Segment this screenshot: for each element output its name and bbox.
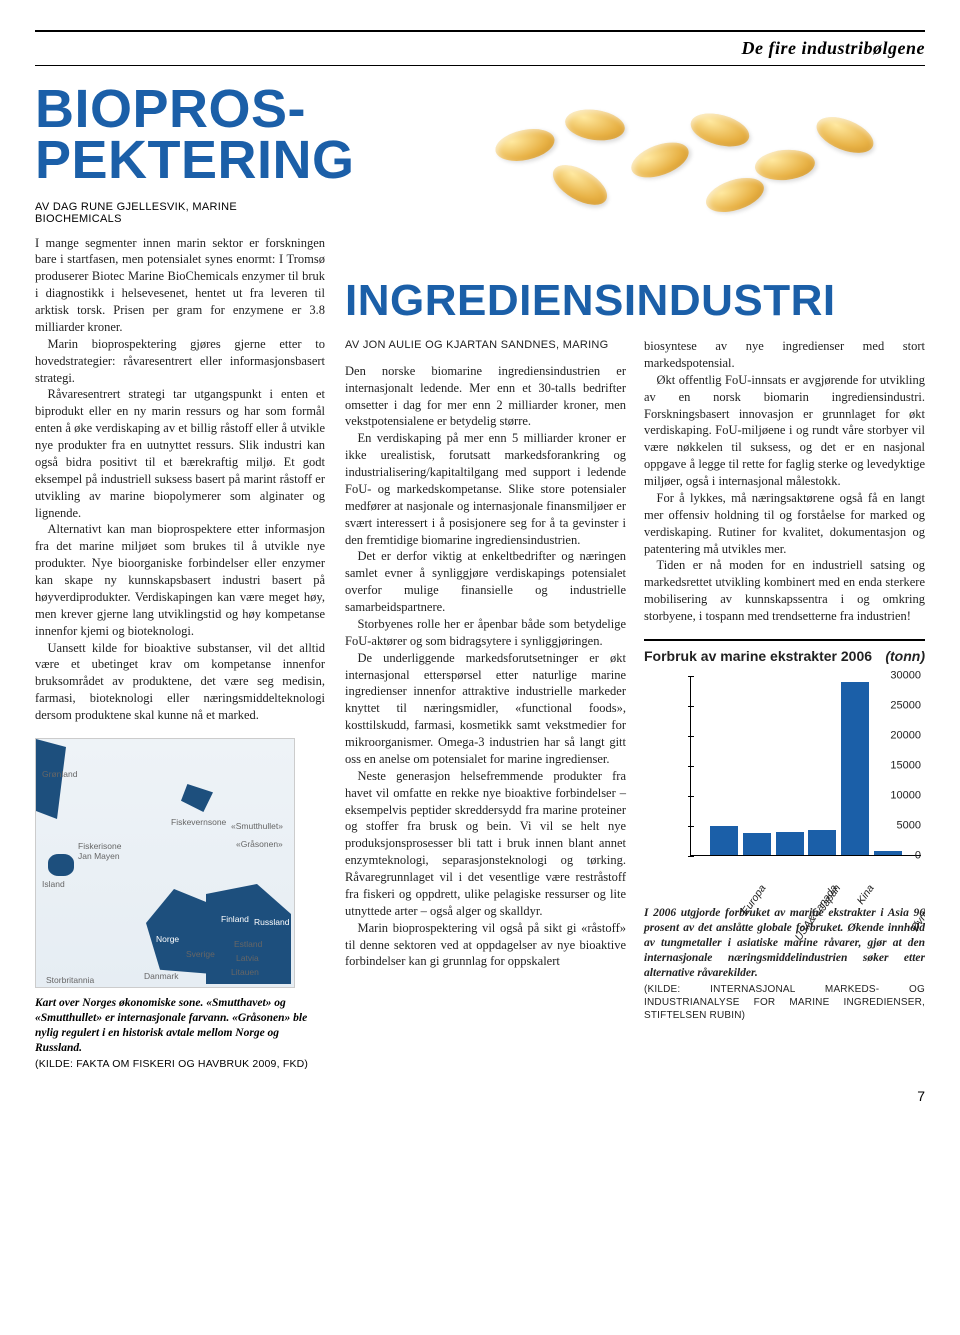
- article1-p5: Uansett kilde for bioaktive substanser, …: [35, 640, 325, 724]
- map-label-greenland: Grønland: [42, 769, 77, 779]
- map-label-fishzone: Fiskerisone: [78, 841, 121, 851]
- chart-source: (KILDE: INTERNASJONAL MARKEDS- OG INDUST…: [644, 983, 925, 1022]
- map-label-smutthullet: «Smutthullet»: [231, 821, 283, 831]
- article1-p4: Alternativt kan man bioprospektere etter…: [35, 521, 325, 639]
- article2-c1-p5: De underliggende markedsforutsetninger e…: [345, 650, 626, 768]
- article2-title: INGREDIENSINDUSTRI: [345, 276, 925, 326]
- map-label-iceland: Island: [42, 879, 65, 889]
- article2-c1-p3: Det er derfor viktig at enkeltbedrifter …: [345, 548, 626, 616]
- page-number: 7: [35, 1088, 925, 1104]
- article1-p1: I mange segmenter innen marin sektor er …: [35, 235, 325, 336]
- article1-p3: Råvaresentrert strategi tar utgangspunkt…: [35, 386, 325, 521]
- chart-bar: [808, 830, 836, 855]
- chart-bar: [841, 682, 869, 855]
- article2-c1-p4: Storbyenes rolle her er åpenbar både som…: [345, 616, 626, 650]
- article2-c1-p1: Den norske biomarine ingrediensindustrie…: [345, 363, 626, 431]
- map-label-litauen: Litauen: [231, 967, 259, 977]
- chart-unit: (tonn): [885, 647, 925, 666]
- article2-byline: AV JON AULIE OG KJARTAN SANDNES, MARING: [345, 338, 626, 353]
- article2-c2-p4: Tiden er nå moden for en industriell sat…: [644, 557, 925, 625]
- article2-c2-p1: biosyntese av nye ingredienser med stort…: [644, 338, 925, 372]
- map-label-latvia: Latvia: [236, 953, 259, 963]
- chart-bar: [710, 826, 738, 855]
- chart-ytick: 30000: [890, 668, 921, 683]
- chart-bar: [743, 833, 771, 854]
- chart-marine-extracts: Forbruk av marine ekstrakter 2006 (tonn)…: [644, 639, 925, 1023]
- map-caption-source: (KILDE: FAKTA OM FISKERI OG HAVBRUK 2009…: [35, 1058, 325, 1070]
- chart-ytick: 10000: [890, 788, 921, 803]
- map-label-grasonen: «Gråsonen»: [236, 839, 283, 849]
- map-label-russland: Russland: [254, 917, 289, 927]
- article2-c1-p2: En verdiskaping på mer enn 5 milliarder …: [345, 430, 626, 548]
- article1-byline: AV DAG RUNE GJELLESVIK, MARINE BIOCHEMIC…: [35, 201, 325, 225]
- map-label-storbritannia: Storbritannia: [46, 975, 94, 985]
- article2-c1-p6: Neste generasjon helsefremmende produkte…: [345, 768, 626, 920]
- map-label-finland: Finland: [221, 914, 249, 924]
- map-label-estland: Estland: [234, 939, 262, 949]
- chart-ytick: 0: [915, 848, 921, 863]
- chart-ytick: 25000: [890, 698, 921, 713]
- chart-ytick: 5000: [897, 818, 921, 833]
- chart-ytick: 15000: [890, 758, 921, 773]
- map-norway-eez: Grønland Island Fiskerisone Jan Mayen Fi…: [35, 738, 295, 988]
- hero-capsules-image: [455, 60, 925, 260]
- map-label-norge: Norge: [156, 934, 179, 944]
- chart-bar: [874, 851, 902, 855]
- article2-c2-p2: Økt offentlig FoU-innsats er avgjørende …: [644, 372, 925, 490]
- map-caption: Kart over Norges økonomiske sone. «Smutt…: [35, 996, 325, 1056]
- chart-bar: [776, 832, 804, 855]
- article2-c1-p7: Marin bioprospektering vil også på sikt …: [345, 920, 626, 971]
- chart-title-text: Forbruk av marine ekstrakter 2006: [644, 647, 872, 666]
- chart-caption: I 2006 utgjorde forbruket av marine ekst…: [644, 906, 925, 981]
- chart-xlabel: Kina: [854, 882, 878, 907]
- article1-title-line1: BIOPROS-: [35, 84, 325, 135]
- chart-ytick: 20000: [890, 728, 921, 743]
- map-label-janmayen: Jan Mayen: [78, 851, 120, 861]
- article1-title-line2: PEKTERING: [35, 135, 325, 186]
- map-label-danmark: Danmark: [144, 971, 178, 981]
- article2-c2-p3: For å lykkes, må næringsaktørene også få…: [644, 490, 925, 558]
- map-label-fiskevern: Fiskevernsone: [171, 817, 226, 827]
- article1-p2: Marin bioprospektering gjøres gjerne ett…: [35, 336, 325, 387]
- map-label-sverige: Sverige: [186, 949, 215, 959]
